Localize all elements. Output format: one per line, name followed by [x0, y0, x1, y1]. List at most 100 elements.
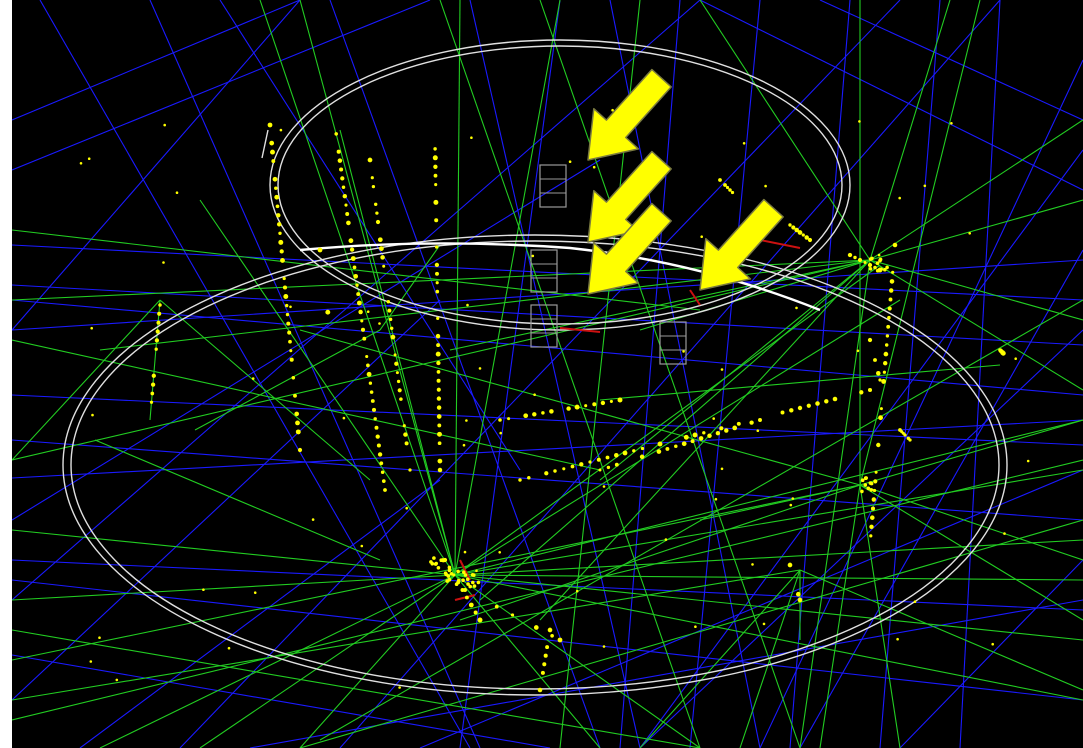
hit-dot — [791, 497, 795, 500]
hit-dot — [297, 447, 303, 453]
hit-dot — [873, 358, 877, 362]
hit-dot — [408, 468, 412, 472]
hit-dot — [756, 429, 760, 433]
hit-dot — [698, 436, 704, 441]
hit-dot — [860, 478, 865, 483]
green-track-line — [299, 519, 1083, 748]
green-track-line — [12, 229, 701, 311]
hit-dot — [566, 406, 571, 411]
hit-dot — [156, 320, 161, 325]
hit-dot — [435, 271, 439, 276]
hit-dot — [462, 443, 466, 447]
hit-dot — [151, 373, 156, 378]
hit-dot — [251, 377, 255, 380]
hit-dot — [394, 361, 399, 366]
red-track-segment — [689, 289, 701, 306]
hit-dot — [533, 625, 539, 630]
hit-dot — [369, 390, 374, 394]
hit-dot — [367, 157, 373, 163]
hit-dot — [639, 454, 645, 460]
hit-dot — [447, 568, 452, 573]
hit-dot — [436, 370, 441, 374]
hit-dot — [282, 276, 286, 281]
hit-dot — [375, 434, 380, 439]
hit-dot — [115, 678, 119, 682]
hit-dot — [742, 142, 746, 145]
green-track-line — [699, 0, 871, 261]
highlight-arrow-1 — [587, 68, 672, 161]
hit-dot — [1014, 357, 1017, 361]
hit-dot — [282, 285, 288, 290]
green-track-line — [639, 569, 801, 748]
blue-track-line — [329, 0, 601, 748]
hit-dot — [311, 518, 315, 521]
hit-dot — [466, 582, 470, 586]
hit-dot — [471, 580, 475, 585]
hit-dot — [888, 297, 893, 302]
hit-dot — [881, 378, 887, 384]
green-track-line — [199, 199, 456, 576]
hit-dot — [370, 176, 374, 180]
blue-track-line — [12, 0, 431, 171]
hit-dot — [150, 391, 155, 396]
hit-dot — [155, 329, 160, 334]
hit-dot — [876, 442, 881, 448]
hit-dot — [404, 441, 409, 446]
hit-dot — [295, 420, 300, 426]
hit-dot — [889, 279, 895, 284]
detector-outline — [62, 39, 1008, 696]
hit-dot — [437, 441, 442, 446]
hit-dot — [780, 410, 785, 415]
hit-dot — [498, 418, 502, 422]
hit-dot — [463, 550, 467, 554]
hit-dot — [436, 316, 440, 320]
green-track-line — [194, 329, 381, 431]
hit-dot — [553, 469, 557, 473]
green-track-line — [639, 259, 871, 331]
hit-dot — [288, 339, 292, 344]
hit-dot — [386, 299, 391, 304]
green-track-line — [454, 574, 701, 748]
hit-dot — [542, 662, 547, 667]
hit-dot — [434, 262, 440, 268]
hit-dot — [665, 446, 670, 451]
hit-dot — [681, 441, 687, 447]
hit-dot — [368, 381, 373, 385]
hit-dot — [461, 578, 465, 582]
hit-dot — [293, 393, 297, 398]
hit-dot — [270, 149, 275, 155]
hit-dot — [762, 622, 766, 626]
green-track-line — [454, 574, 601, 748]
blue-track-line — [79, 479, 441, 748]
hit-dot — [719, 426, 724, 431]
hit-dot — [605, 455, 610, 460]
hit-dot — [434, 245, 439, 249]
green-track-line — [379, 244, 441, 331]
hit-dot — [968, 232, 971, 235]
highlight-arrow-4 — [699, 198, 784, 291]
hit-dot — [887, 315, 891, 320]
green-track-line — [869, 259, 1083, 391]
hit-dot — [366, 371, 372, 377]
hit-dot — [398, 686, 401, 689]
hit-dot — [596, 457, 601, 462]
blue-track-line — [12, 0, 301, 331]
hit-dot — [908, 438, 912, 442]
hit-dot — [913, 600, 917, 603]
hit-dot — [377, 237, 383, 243]
hit-dot — [339, 167, 344, 172]
hit-dot — [614, 453, 619, 458]
hit-dot — [832, 396, 838, 402]
hit-dot — [460, 587, 465, 593]
hit-dot — [477, 617, 483, 623]
green-track-lines — [12, 0, 1083, 748]
hit-dot — [387, 308, 392, 313]
hit-dot — [622, 450, 628, 456]
hit-dot — [801, 233, 805, 237]
hit-dot — [602, 645, 606, 648]
hit-dot — [991, 642, 994, 646]
hit-dot — [541, 411, 545, 415]
green-track-line — [454, 574, 1083, 701]
blue-track-line — [759, 59, 1083, 748]
hit-dot — [285, 303, 289, 308]
